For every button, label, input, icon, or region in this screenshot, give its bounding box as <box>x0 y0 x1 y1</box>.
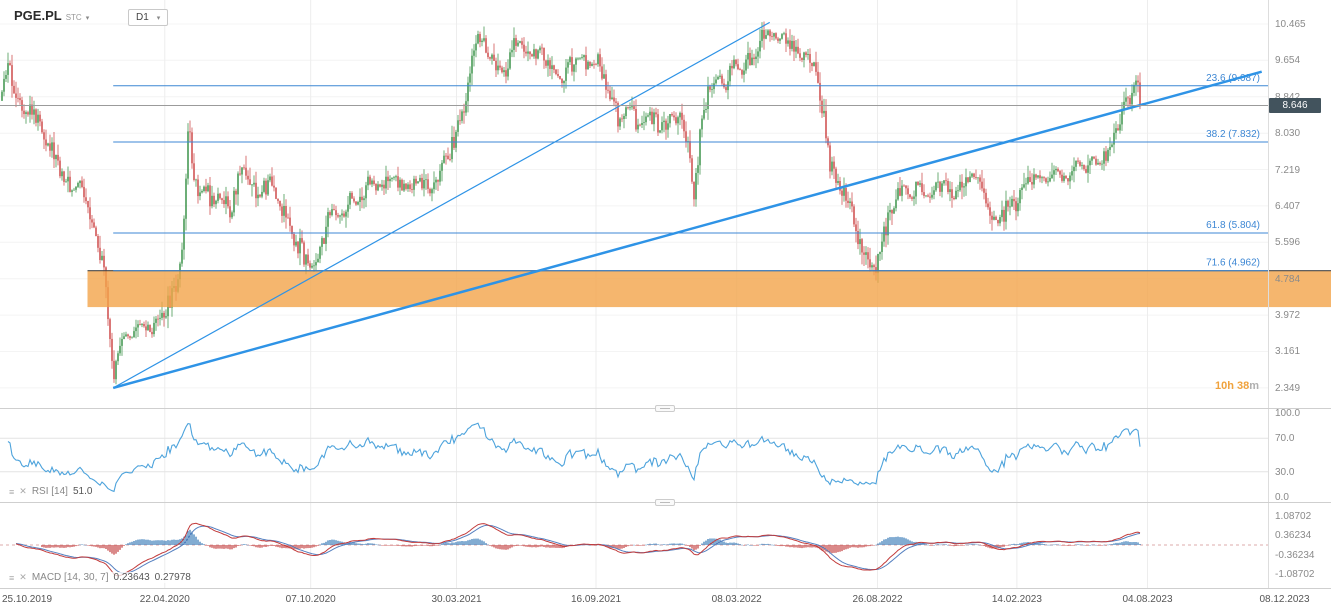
current-price-badge: 8.646 <box>1269 98 1321 114</box>
date-label: 14.02.2023 <box>991 594 1042 605</box>
candlesticks <box>1 21 1141 385</box>
indicator-menu-icon[interactable]: ≡ <box>9 572 15 583</box>
macd-legend: ≡ ✕ MACD [14, 30, 7] 0.23643 0.27978 <box>6 572 194 583</box>
axis-tick: 10.465 <box>1275 18 1306 30</box>
trendlines[interactable] <box>112 21 1263 390</box>
candle-countdown: 10h 38m <box>1215 380 1259 392</box>
fib-label: 61.8 (5.804) <box>1206 220 1260 231</box>
price-axis-border <box>1268 0 1269 588</box>
countdown-value: 10h 38 <box>1214 380 1250 392</box>
date-label: 08.03.2022 <box>711 594 762 605</box>
axis-tick: 2.349 <box>1275 382 1301 394</box>
date-label: 30.03.2021 <box>431 594 482 605</box>
symbol-name: PGE.PL <box>14 8 62 23</box>
rsi-legend: ≡ ✕ RSI [14] 51.0 <box>6 486 96 497</box>
rsi-value: 51.0 <box>72 486 93 497</box>
indicator-close-icon[interactable]: ✕ <box>19 572 27 582</box>
resistance-zone[interactable] <box>87 270 1331 308</box>
fib-label: 71.6 (4.962) <box>1206 258 1260 269</box>
symbol-category: STC <box>65 13 82 22</box>
trendline <box>112 21 770 389</box>
panel-resize-handle[interactable] <box>655 499 675 506</box>
macd-label: MACD [14, 30, 7] <box>31 572 109 583</box>
date-label: 04.08.2023 <box>1122 594 1173 605</box>
countdown-unit: m <box>1249 380 1259 392</box>
price-axis[interactable]: 10.465 9.654 8.842 8.030 7.219 6.407 5.596 4.78… <box>1269 0 1331 588</box>
date-label: 25.10.2019 <box>2 594 53 605</box>
rsi-label: RSI [14] <box>31 486 68 497</box>
axis-tick: 7.219 <box>1275 164 1301 176</box>
trendline <box>112 70 1263 390</box>
axis-tick: 4.784 <box>1275 273 1301 285</box>
symbol-selector[interactable]: PGE.PL STC ▾ <box>14 8 89 23</box>
axis-tick: 3.972 <box>1275 310 1301 322</box>
axis-tick: 8.842 <box>1275 92 1300 103</box>
axis-tick: 8.030 <box>1275 128 1301 140</box>
fib-label: 38.2 (7.832) <box>1206 129 1260 140</box>
macd-line <box>15 522 1141 577</box>
date-label: 22.04.2020 <box>139 594 190 605</box>
axis-tick: 30.0 <box>1275 466 1295 478</box>
macd-value-1: 0.23643 <box>113 572 150 583</box>
fibonacci-levels[interactable]: 23.6 (9.087)38.2 (7.832)61.8 (5.804)71.6… <box>113 73 1268 272</box>
axis-tick: 5.596 <box>1275 237 1301 249</box>
axis-tick: 100.0 <box>1275 408 1301 419</box>
date-label: 26.08.2022 <box>852 594 903 605</box>
macd-signal-line <box>15 524 1141 574</box>
axis-tick: 70.0 <box>1275 433 1295 445</box>
time-axis[interactable]: 25.10.2019 22.04.2020 07.10.2020 30.03.2021… <box>0 589 1331 612</box>
axis-tick: 1.08702 <box>1275 510 1312 522</box>
indicator-menu-icon[interactable]: ≡ <box>9 486 15 497</box>
axis-tick: 0.0 <box>1275 492 1289 503</box>
axis-tick: -0.36234 <box>1275 549 1315 561</box>
date-label: 07.10.2020 <box>285 594 336 605</box>
timeframe-label: D1 <box>136 12 149 23</box>
rsi-line <box>7 422 1141 493</box>
indicator-close-icon[interactable]: ✕ <box>19 486 27 496</box>
time-axis-border <box>0 588 1331 589</box>
axis-tick: 9.654 <box>1275 55 1301 67</box>
axis-tick: -1.08702 <box>1275 569 1315 581</box>
axis-tick: 3.161 <box>1275 346 1301 358</box>
axis-tick: 0.36234 <box>1275 530 1312 542</box>
timeframe-selector[interactable]: D1 ▾ <box>128 9 169 26</box>
axis-tick: 6.407 <box>1275 200 1301 212</box>
panel-resize-handle[interactable] <box>655 405 675 412</box>
date-label: 08.12.2023 <box>1259 594 1310 605</box>
chevron-down-icon: ▾ <box>85 15 90 22</box>
chevron-down-icon: ▾ <box>156 14 161 22</box>
macd-value-2: 0.27978 <box>154 572 191 583</box>
date-label: 16.09.2021 <box>570 594 622 605</box>
